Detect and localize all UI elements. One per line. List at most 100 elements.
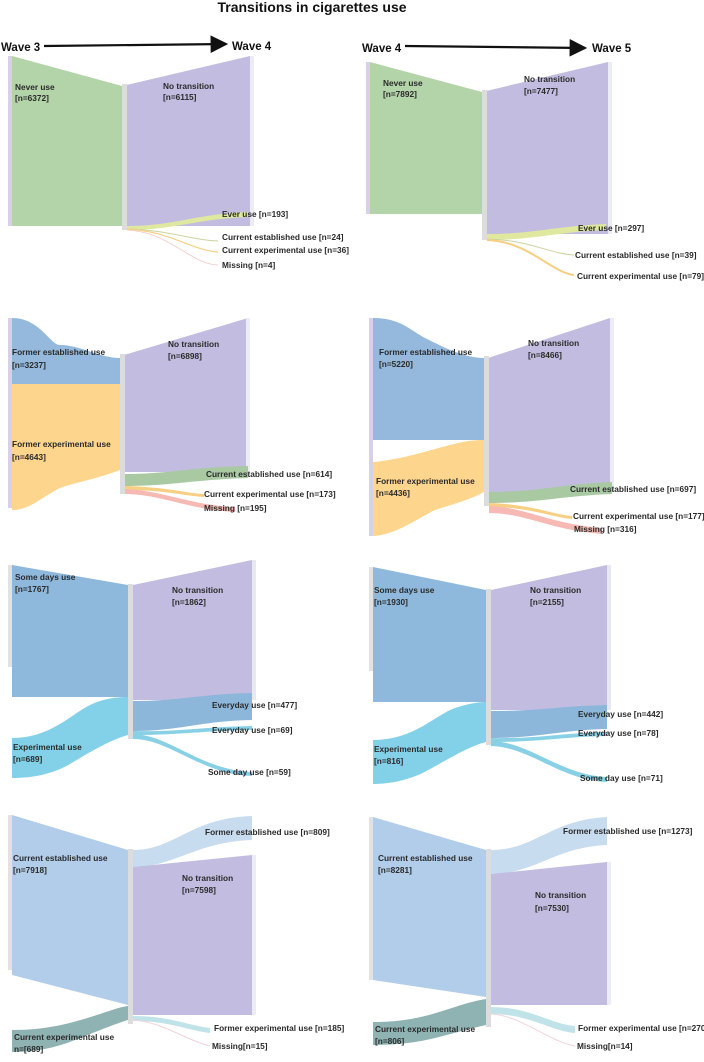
flow-current-experimental [126, 228, 219, 253]
middle-node-bar [486, 589, 491, 745]
flow-current-established-use [12, 815, 128, 1005]
flow-former-experimental-use [133, 1016, 210, 1033]
source-count: [n=7918] [13, 865, 47, 875]
flow-current-experimental [125, 486, 204, 497]
flow-current-experimental [486, 239, 575, 276]
target-label: Current experimental use [n=173] [204, 489, 336, 499]
target-label: No transition [528, 338, 579, 348]
source-count: [n=5220] [379, 359, 413, 369]
target-label: No transition [172, 585, 223, 595]
flow-ever-use [487, 224, 606, 240]
flow-current-established [125, 466, 248, 486]
source-label: Never use [15, 82, 55, 92]
flow-everyday-use-2 [133, 726, 252, 735]
flow-missing [489, 506, 602, 534]
panel-established-use-wave3-wave4: Current established use [n=7918] Current… [8, 815, 345, 1054]
flow-no-transition [124, 318, 248, 472]
source-count: [n=4436] [376, 488, 410, 498]
source-count: [n=8281] [378, 865, 412, 875]
panel-wave3-wave4-never-use: Wave 3 Wave 4 Never use [n=6372] No tran… [1, 35, 349, 270]
target-label: Missing[n=14] [577, 1041, 633, 1051]
source-count: [n=816] [374, 756, 404, 766]
flow-no-transition [122, 56, 250, 226]
flow-former-established [12, 318, 120, 384]
wave-header-right: Wave 5 [592, 43, 632, 55]
source-node-bar [8, 318, 12, 508]
target-node-bar [607, 565, 611, 710]
source-label: Some days use [374, 585, 435, 595]
target-label: No transition [535, 890, 586, 900]
target-count: [n=8466] [528, 350, 562, 360]
target-label: Current experimental use [n=36] [222, 245, 349, 255]
target-node-bar [252, 560, 256, 700]
middle-node-bar [120, 354, 125, 494]
target-count: [n=1862] [172, 597, 206, 607]
flow-former-established-use [491, 817, 607, 874]
target-label: Current experimental use [n=177] [573, 511, 704, 521]
target-node-bar [607, 862, 611, 1005]
flow-former-experimental [12, 384, 120, 510]
source-node-bar [369, 817, 373, 980]
target-label: No transition [524, 74, 575, 84]
flow-some-day-use [133, 734, 252, 776]
target-label: Current experimental use [n=79] [577, 271, 704, 281]
target-label: Some day use [n=71] [580, 773, 663, 783]
panel-wave4-wave5-never-use: Wave 4 Wave 5 Never use [n=7892] No tran… [362, 39, 704, 281]
target-label: No transition [163, 81, 214, 91]
flow-former-experimental-use [491, 1007, 575, 1033]
target-label: Everyday use [n=69] [212, 725, 293, 735]
source-label: Former experimental use [12, 439, 111, 449]
target-count: [n=6898] [168, 351, 202, 361]
target-label: Missing[n=15] [212, 1041, 268, 1051]
flow-no-transition [133, 855, 252, 1015]
target-count: [n=6115] [163, 92, 197, 102]
flow-current-experimental [489, 503, 572, 519]
source-label: Experimental use [13, 742, 82, 752]
flow-no-transition [488, 318, 610, 492]
flow-missing [132, 1019, 211, 1047]
source-node-bar [366, 62, 370, 214]
target-count: [n=2155] [530, 597, 564, 607]
flow-no-transition [491, 565, 607, 710]
flow-everyday-use-1 [491, 705, 607, 738]
source-label: Current established use [378, 853, 473, 863]
source-count: [n=6372] [15, 93, 49, 103]
flow-missing [490, 1013, 576, 1047]
flow-current-established-use [373, 817, 486, 997]
target-label: Former experimental use [n=270] [578, 1023, 704, 1033]
source-count: [n=1767] [15, 584, 49, 594]
source-count: [n=1930] [374, 597, 408, 607]
middle-node-bar [128, 584, 133, 739]
target-node-bar [252, 855, 256, 1015]
flow-experimental-use [373, 702, 486, 784]
target-label: Ever use [n=297] [578, 223, 644, 233]
panel-established-use-wave4-wave5: Current established use [n=8281] Current… [369, 817, 704, 1051]
source-label: Current experimental use [14, 1032, 114, 1042]
flow-everyday-use-2 [491, 732, 607, 742]
target-label: No transition [530, 585, 581, 595]
source-node-bar [369, 318, 373, 536]
target-label: Former established use [n=809] [205, 827, 330, 837]
middle-node-bar [486, 849, 491, 1027]
source-node-bar [8, 56, 12, 226]
source-node-bar [369, 567, 373, 671]
flow-some-days-use [12, 565, 128, 697]
source-count: [n=3237] [12, 360, 46, 370]
target-label: Current established use [n=697] [570, 484, 696, 494]
target-node-bar [250, 56, 254, 226]
target-node-bar [608, 62, 612, 234]
source-count: [n=7892] [383, 89, 417, 99]
wave-header-right: Wave 4 [232, 41, 272, 53]
source-label: Experimental use [374, 744, 443, 754]
target-label: No transition [168, 339, 219, 349]
target-label: Former established use [n=1273] [563, 826, 693, 836]
target-label: Current established use [n=614] [206, 469, 332, 479]
source-node-bar [8, 565, 12, 667]
source-label: Never use [383, 78, 423, 88]
source-node-bar [8, 815, 12, 970]
flow-current-experimental-use [12, 1006, 128, 1052]
middle-node-bar [128, 849, 133, 1024]
target-count: [n=7477] [524, 86, 558, 96]
flow-no-transition [482, 62, 608, 234]
